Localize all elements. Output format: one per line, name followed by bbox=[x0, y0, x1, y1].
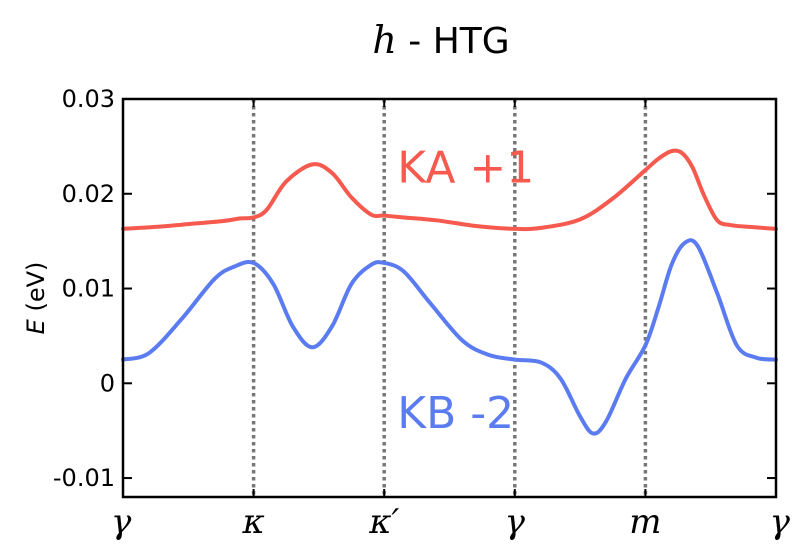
series-annotation-1: KB -2 bbox=[397, 388, 514, 439]
y-tick-label-3: 0.02 bbox=[62, 180, 115, 208]
y-tick-label-0: -0.01 bbox=[53, 464, 115, 492]
plot-frame bbox=[121, 97, 778, 499]
y-axis-label-space bbox=[22, 312, 50, 320]
y-tick-label-2: 0.01 bbox=[62, 275, 115, 303]
y-axis-label-unit: (eV) bbox=[22, 262, 50, 312]
title-rest: - HTG bbox=[397, 21, 510, 62]
x-tick-label-5: γ bbox=[770, 502, 791, 542]
x-tick-label-0: γ bbox=[111, 502, 132, 542]
chart-title: h - HTG bbox=[372, 18, 509, 62]
x-tick-label-4: m bbox=[629, 502, 661, 542]
y-axis-label-symbol: E bbox=[22, 318, 50, 334]
series-annotation-0: KA +1 bbox=[397, 142, 534, 193]
plot-area: -0.01 0 0.01 0.02 0.03 γ κ κ′ γ m γ KA +1 KB -2 bbox=[53, 85, 791, 542]
y-axis-label: E (eV) bbox=[22, 262, 50, 335]
x-tick-label-1: κ bbox=[241, 502, 264, 542]
title-symbol: h bbox=[372, 18, 396, 62]
y-tick-label-1: 0 bbox=[100, 369, 115, 397]
series-line-0 bbox=[121, 148, 778, 232]
series-line-1 bbox=[121, 238, 778, 436]
y-tick-label-4: 0.03 bbox=[62, 85, 115, 113]
x-tick-label-2: κ′ bbox=[368, 502, 399, 542]
x-tick-label-3: γ bbox=[505, 502, 526, 542]
